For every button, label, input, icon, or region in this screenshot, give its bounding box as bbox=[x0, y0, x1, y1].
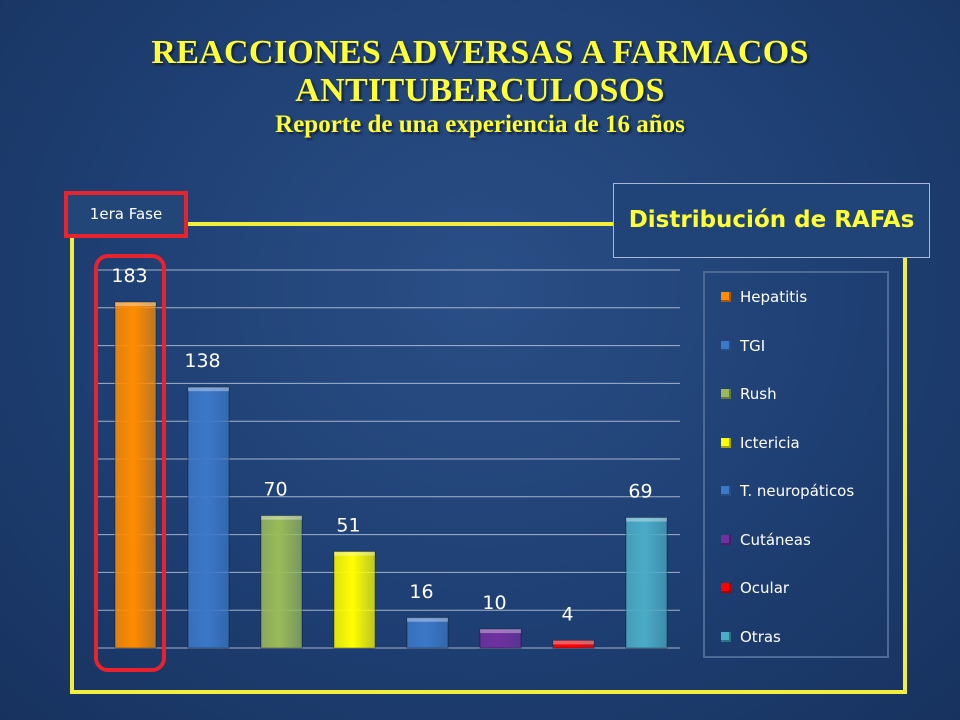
legend-swatch bbox=[721, 486, 731, 496]
legend-item: Ictericia bbox=[721, 432, 800, 454]
gridlines bbox=[96, 269, 680, 649]
legend-swatch bbox=[721, 534, 731, 545]
bar-top-highlight bbox=[626, 517, 667, 522]
bar-t-neurop-ticos bbox=[406, 617, 449, 649]
bar-hepatitis bbox=[114, 301, 157, 649]
data-label: 51 bbox=[336, 515, 360, 537]
legend-swatch bbox=[721, 340, 731, 351]
legend-label: TGI bbox=[740, 336, 766, 355]
data-label: 10 bbox=[482, 592, 506, 614]
phase-label-box: 1era Fase bbox=[64, 191, 188, 238]
bar-cut-neas bbox=[479, 628, 522, 649]
legend-item: T. neuropáticos bbox=[721, 480, 854, 502]
chart-legend: Hepatitis TGI Rush Ictericia T. neuropáticos… bbox=[703, 271, 889, 658]
data-label: 70 bbox=[263, 479, 287, 501]
bar-ictericia bbox=[333, 551, 376, 649]
bar-ocular bbox=[552, 639, 595, 649]
bar-otras bbox=[625, 517, 668, 649]
bar-top-highlight bbox=[553, 640, 594, 645]
data-label: 183 bbox=[111, 265, 147, 287]
legend-label: Rush bbox=[740, 385, 777, 403]
legend-item: Hepatitis bbox=[721, 286, 807, 308]
data-label: 138 bbox=[184, 350, 220, 372]
chart-frame bbox=[70, 222, 907, 694]
legend-swatch bbox=[721, 437, 731, 448]
bar-top-highlight bbox=[334, 551, 375, 556]
title-block: REACCIONES ADVERSAS A FARMACOS ANTITUBER… bbox=[0, 34, 960, 140]
chart-title: Distribución de RAFAs bbox=[628, 207, 915, 233]
legend-swatch bbox=[721, 583, 731, 593]
slide-subtitle: Reporte de una experiencia de 16 años bbox=[275, 111, 685, 138]
bar-rush bbox=[260, 515, 303, 649]
legend-item: Cutáneas bbox=[721, 529, 811, 551]
slide-title-line-2: ANTITUBERCULOSOS bbox=[295, 72, 665, 109]
legend-label: Hepatitis bbox=[740, 288, 808, 306]
legend-label: Ictericia bbox=[740, 433, 800, 452]
slide-title-line-1: REACCIONES ADVERSAS A FARMACOS bbox=[151, 34, 809, 71]
bar-top-highlight bbox=[261, 515, 302, 520]
data-label: 69 bbox=[628, 481, 652, 503]
legend-label: Otras bbox=[740, 627, 781, 646]
chart-title-box: Distribución de RAFAs bbox=[613, 183, 930, 258]
hepatitis-highlight-outline bbox=[94, 254, 166, 672]
legend-swatch bbox=[721, 292, 731, 302]
phase-label: 1era Fase bbox=[89, 205, 163, 223]
legend-label: T. neuropáticos bbox=[740, 482, 855, 500]
bar-top-highlight bbox=[407, 617, 448, 622]
legend-swatch bbox=[721, 631, 731, 642]
legend-swatch bbox=[721, 389, 731, 399]
legend-item: Otras bbox=[721, 626, 781, 648]
data-label: 4 bbox=[561, 603, 573, 625]
legend-label: Cutáneas bbox=[740, 530, 811, 549]
bar-tgi bbox=[187, 386, 230, 649]
legend-item: Ocular bbox=[721, 577, 789, 599]
bar-top-highlight bbox=[480, 629, 521, 634]
data-label: 16 bbox=[409, 581, 433, 603]
bar-top-highlight bbox=[188, 387, 229, 392]
legend-item: TGI bbox=[721, 335, 765, 357]
legend-item: Rush bbox=[721, 383, 777, 405]
bar-top-highlight bbox=[115, 302, 156, 307]
legend-label: Ocular bbox=[740, 579, 790, 597]
